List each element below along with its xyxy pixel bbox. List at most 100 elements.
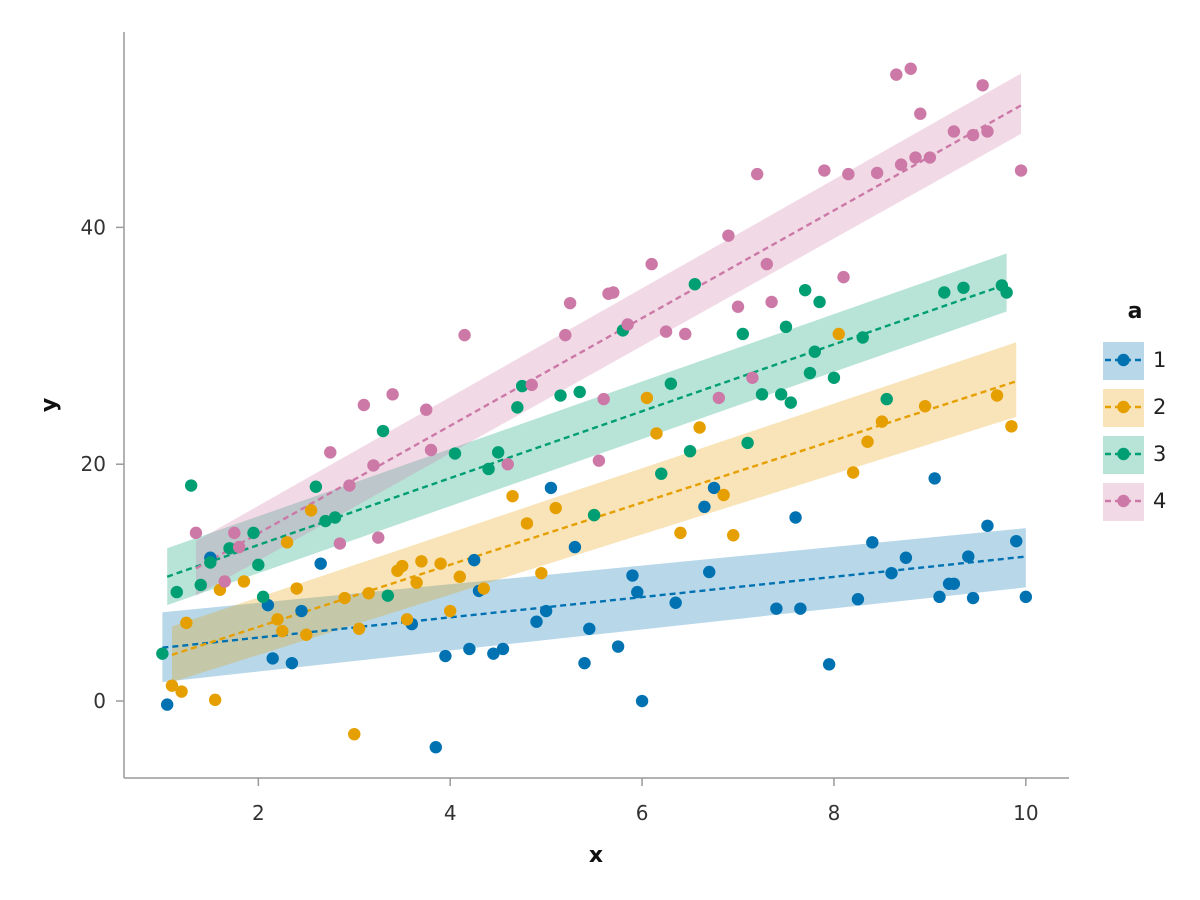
point-1-9 <box>439 649 452 663</box>
legend-label-3: 3 <box>1153 442 1166 466</box>
point-1-25 <box>669 596 682 609</box>
point-2-24 <box>477 582 490 595</box>
point-1-42 <box>966 591 980 605</box>
point-4-18 <box>592 454 606 467</box>
y-tick-label: 20 <box>81 452 106 476</box>
legend-marker-1 <box>1117 353 1130 367</box>
point-2-25 <box>506 489 519 503</box>
point-3-0 <box>156 647 169 660</box>
point-1-4 <box>285 656 299 670</box>
point-3-10 <box>319 514 332 528</box>
point-4-4 <box>324 446 337 459</box>
confidence-band-1 <box>162 528 1026 683</box>
point-3-34 <box>803 366 817 380</box>
point-3-20 <box>573 385 586 399</box>
point-1-14 <box>496 642 510 656</box>
point-4-5 <box>333 537 347 550</box>
point-2-9 <box>290 582 303 595</box>
point-3-41 <box>957 281 970 294</box>
point-1-44 <box>1010 534 1023 548</box>
point-4-2 <box>228 526 241 540</box>
point-1-18 <box>568 540 582 554</box>
point-1-24 <box>635 694 649 708</box>
point-1-32 <box>822 658 836 671</box>
point-3-40 <box>938 286 951 299</box>
point-3-27 <box>736 327 750 341</box>
point-4-35 <box>842 167 855 181</box>
point-1-21 <box>611 640 625 653</box>
point-1-41 <box>962 550 975 563</box>
point-4-11 <box>420 403 433 416</box>
point-1-23 <box>631 585 644 599</box>
point-2-15 <box>362 587 375 600</box>
point-2-40 <box>918 399 932 413</box>
point-4-6 <box>343 479 356 492</box>
point-4-45 <box>976 79 989 92</box>
point-4-37 <box>890 68 903 81</box>
legend-marker-4 <box>1117 494 1130 508</box>
point-4-23 <box>645 257 658 271</box>
point-1-27 <box>703 565 716 579</box>
point-1-19 <box>578 656 591 670</box>
point-4-28 <box>731 300 745 313</box>
point-3-36 <box>813 295 826 309</box>
point-3-26 <box>688 278 702 291</box>
point-3-1 <box>170 585 183 599</box>
point-4-15 <box>525 378 538 392</box>
point-1-30 <box>789 511 802 524</box>
point-3-31 <box>779 320 793 334</box>
point-3-32 <box>784 396 797 409</box>
point-1-22 <box>626 569 639 582</box>
point-2-0 <box>165 679 179 692</box>
point-2-20 <box>415 555 428 568</box>
point-2-34 <box>717 488 730 502</box>
point-4-36 <box>870 166 884 180</box>
point-1-45 <box>1019 590 1033 604</box>
point-4-43 <box>947 125 961 138</box>
point-1-38 <box>933 590 946 604</box>
point-2-38 <box>861 435 874 448</box>
point-3-2 <box>184 479 198 492</box>
point-4-14 <box>501 458 514 471</box>
point-2-22 <box>443 604 457 618</box>
point-3-43 <box>1000 286 1013 299</box>
point-1-11 <box>467 553 481 567</box>
x-axis-ticks: 2 4 6 8 10 <box>252 778 1039 825</box>
point-1-8 <box>429 741 443 754</box>
point-4-39 <box>904 62 917 75</box>
x-tick-label: 2 <box>252 801 265 825</box>
point-2-12 <box>338 591 351 605</box>
point-4-0 <box>189 526 203 540</box>
point-4-9 <box>372 531 385 544</box>
point-1-28 <box>707 481 721 495</box>
legend-marker-2 <box>1117 400 1130 414</box>
point-3-37 <box>827 371 841 384</box>
point-4-22 <box>621 318 634 331</box>
point-2-23 <box>453 570 466 583</box>
point-2-37 <box>846 466 860 479</box>
point-4-16 <box>559 328 572 342</box>
point-4-25 <box>679 327 692 341</box>
legend: a 1 2 3 4 <box>1103 299 1166 521</box>
point-2-1 <box>175 685 188 698</box>
data-points <box>156 62 1033 754</box>
x-tick-label: 10 <box>1013 801 1038 825</box>
point-3-13 <box>381 589 395 602</box>
point-3-35 <box>808 345 821 358</box>
point-2-27 <box>535 566 548 580</box>
point-3-9 <box>309 480 323 493</box>
point-1-16 <box>539 604 553 618</box>
point-4-8 <box>367 459 380 472</box>
point-1-6 <box>314 557 327 570</box>
point-3-4 <box>204 556 217 569</box>
point-3-6 <box>247 526 260 540</box>
point-4-33 <box>818 164 831 177</box>
point-3-29 <box>755 388 769 401</box>
point-4-44 <box>966 128 980 142</box>
point-3-19 <box>554 389 567 402</box>
point-4-41 <box>914 107 927 120</box>
point-1-5 <box>295 604 308 618</box>
point-4-30 <box>750 167 764 181</box>
y-tick-label: 40 <box>81 215 106 239</box>
point-4-38 <box>894 158 908 171</box>
